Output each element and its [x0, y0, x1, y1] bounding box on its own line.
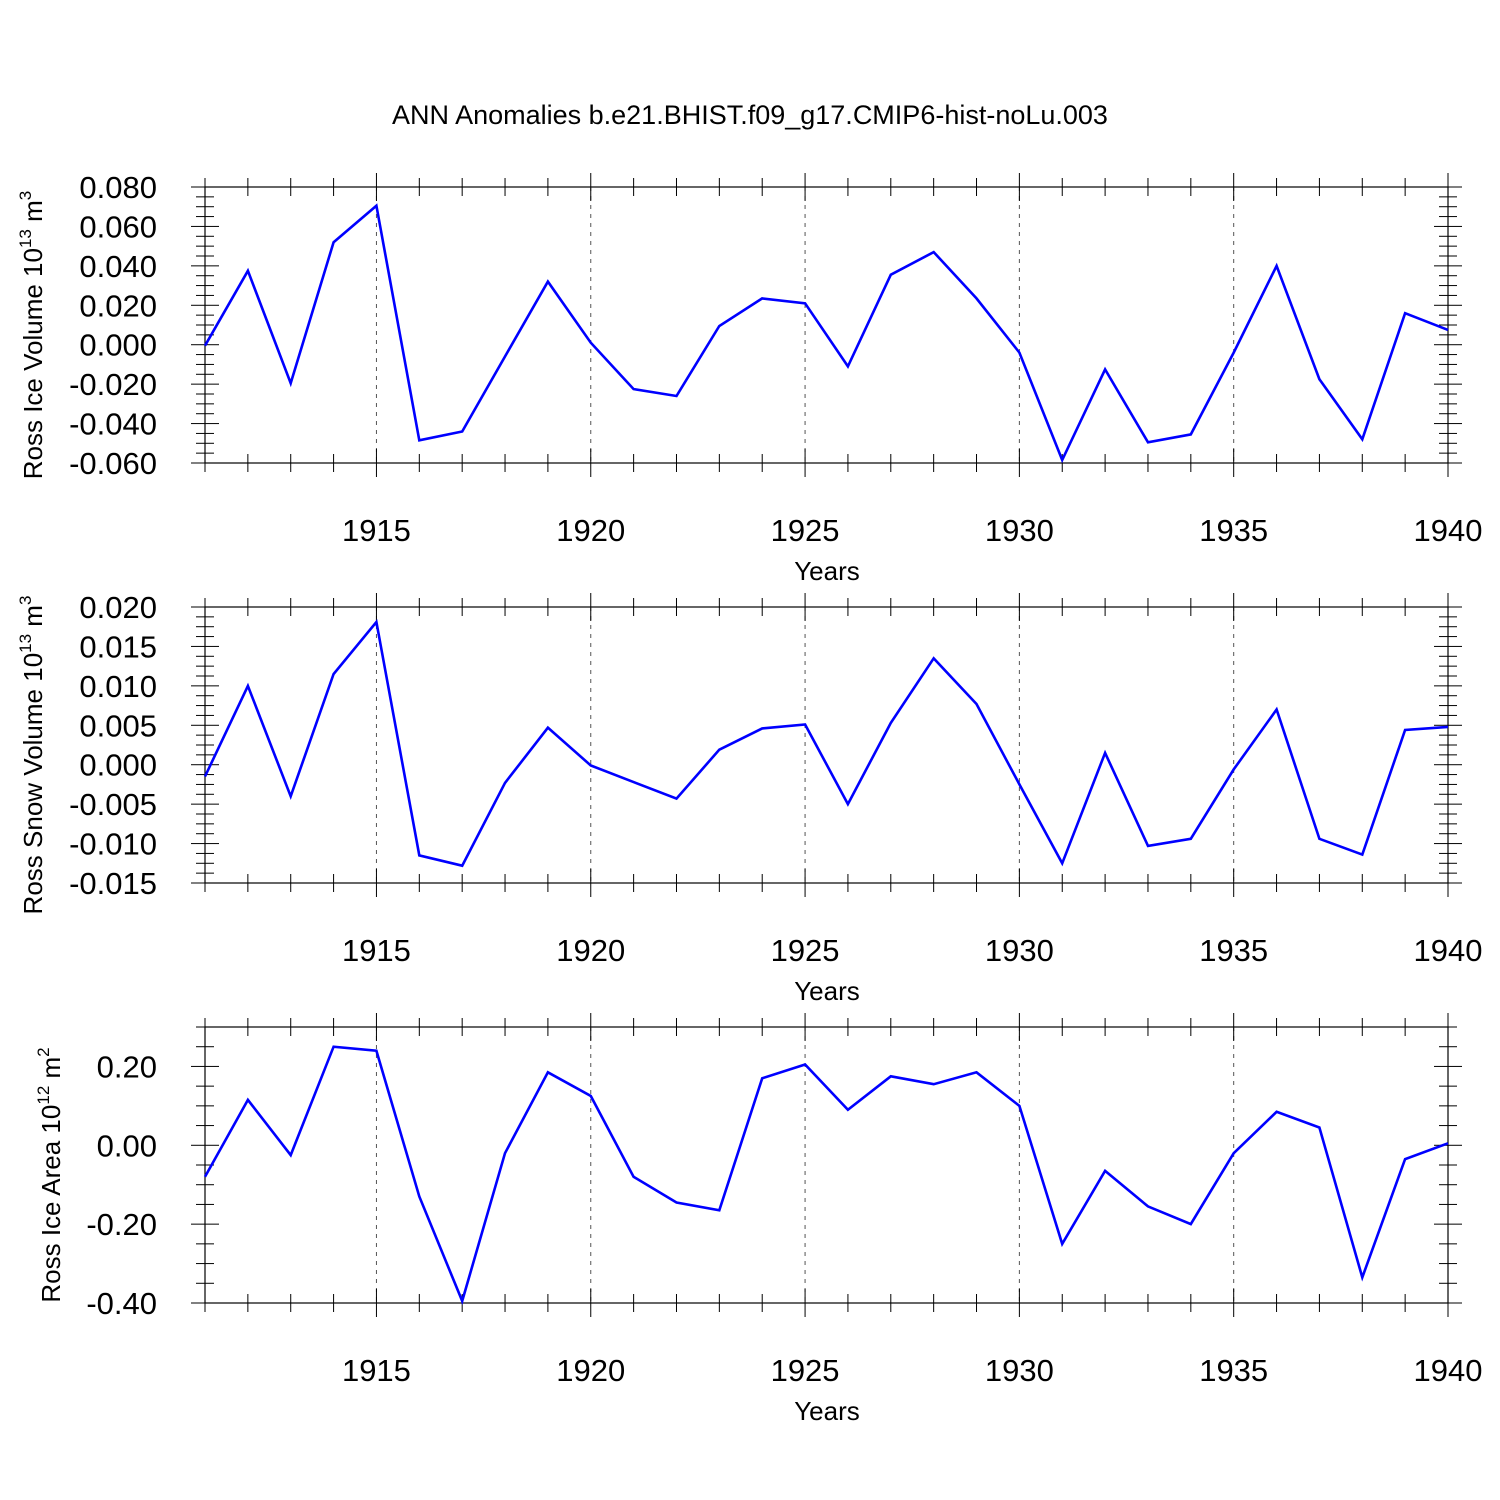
- y-tick-label: 0.015: [79, 629, 157, 664]
- y-tick-label: 0.080: [79, 170, 157, 205]
- series-line: [203, 1045, 1449, 1305]
- x-tick-label: 1915: [342, 1353, 411, 1388]
- x-tick-label: 1925: [771, 933, 840, 968]
- x-tick-label: 1920: [556, 933, 625, 968]
- series-line: [203, 619, 1449, 868]
- y-tick-label: 0.000: [79, 748, 157, 783]
- y-tick-label: -0.20: [86, 1207, 157, 1242]
- y-axis-label: Ross Ice Area 1012 m2: [34, 1047, 66, 1302]
- x-tick-label: 1930: [985, 513, 1054, 548]
- x-tick-label: 1935: [1199, 933, 1268, 968]
- x-tick-label: 1920: [556, 513, 625, 548]
- x-tick-label: 1940: [1414, 933, 1483, 968]
- y-axis-label: Ross Ice Volume 1013 m3: [16, 191, 48, 480]
- y-axis-label-superscript: 3: [16, 191, 35, 200]
- x-tick-label: 1915: [342, 513, 411, 548]
- y-tick-label: -0.40: [86, 1286, 157, 1321]
- y-axis-label-part: m: [18, 200, 48, 229]
- plot-frame: [204, 1026, 1449, 1304]
- x-tick-label: 1940: [1414, 513, 1483, 548]
- y-tick-label: 0.040: [79, 249, 157, 284]
- y-tick-label: 0.020: [79, 288, 157, 323]
- x-tick-label: 1935: [1199, 1353, 1268, 1388]
- y-tick-label: -0.005: [69, 787, 157, 822]
- y-tick-label: -0.040: [69, 407, 157, 442]
- x-tick-label: 1925: [771, 1353, 840, 1388]
- x-tick-label: 1935: [1199, 513, 1268, 548]
- panel-2: 1915 1920 1925 1930 1935 1940 Years 0.020 0.015 0…: [16, 590, 1482, 1006]
- y-axis-label-superscript: 3: [16, 596, 35, 605]
- y-tick-label: 0.010: [79, 669, 157, 704]
- y-axis-label-superscript: 13: [16, 634, 35, 653]
- panels-group: 1915 1920 1925 1930 1935 1940 Years 0.080 0.060 0…: [16, 170, 1482, 1426]
- x-axis-label: Years: [794, 556, 860, 586]
- y-axis-label-part: m: [18, 605, 48, 634]
- x-tick-label: 1915: [342, 933, 411, 968]
- y-axis-label: Ross Snow Volume 1013 m3: [16, 596, 48, 915]
- series-line: [203, 203, 1449, 464]
- y-tick-label: -0.060: [69, 446, 157, 481]
- x-tick-label: 1920: [556, 1353, 625, 1388]
- y-tick-label: 0.20: [97, 1049, 157, 1084]
- y-axis-label-part: Ross Snow Volume 10: [18, 653, 48, 915]
- y-tick-label: 0.020: [79, 590, 157, 625]
- y-tick-label: 0.00: [97, 1128, 157, 1163]
- plot-frame: [204, 186, 1449, 464]
- y-tick-label: 0.005: [79, 708, 157, 743]
- y-tick-label: -0.020: [69, 367, 157, 402]
- x-tick-label: 1940: [1414, 1353, 1483, 1388]
- x-axis-label: Years: [794, 976, 860, 1006]
- y-axis-label-part: Ross Ice Area 10: [36, 1105, 66, 1303]
- y-axis-label-superscript: 13: [16, 229, 35, 248]
- panel-1: 1915 1920 1925 1930 1935 1940 Years 0.080 0.060 0…: [16, 170, 1482, 586]
- y-tick-label: -0.015: [69, 866, 157, 901]
- y-tick-label: -0.010: [69, 827, 157, 862]
- chart-title: ANN Anomalies b.e21.BHIST.f09_g17.CMIP6-…: [392, 100, 1108, 130]
- x-tick-label: 1930: [985, 933, 1054, 968]
- y-axis-label-part: m: [36, 1057, 66, 1086]
- y-tick-label: 0.000: [79, 328, 157, 363]
- y-tick-label: 0.060: [79, 209, 157, 244]
- y-axis-label-superscript: 2: [34, 1047, 53, 1056]
- panel-3: 1915 1920 1925 1930 1935 1940 Years 0.20 0.00 -0.…: [34, 1013, 1482, 1426]
- x-tick-label: 1930: [985, 1353, 1054, 1388]
- x-axis-label: Years: [794, 1396, 860, 1426]
- y-axis-label-part: Ross Ice Volume 10: [18, 248, 48, 479]
- plot-frame: [204, 606, 1449, 884]
- x-tick-label: 1925: [771, 513, 840, 548]
- y-axis-label-superscript: 12: [34, 1086, 53, 1105]
